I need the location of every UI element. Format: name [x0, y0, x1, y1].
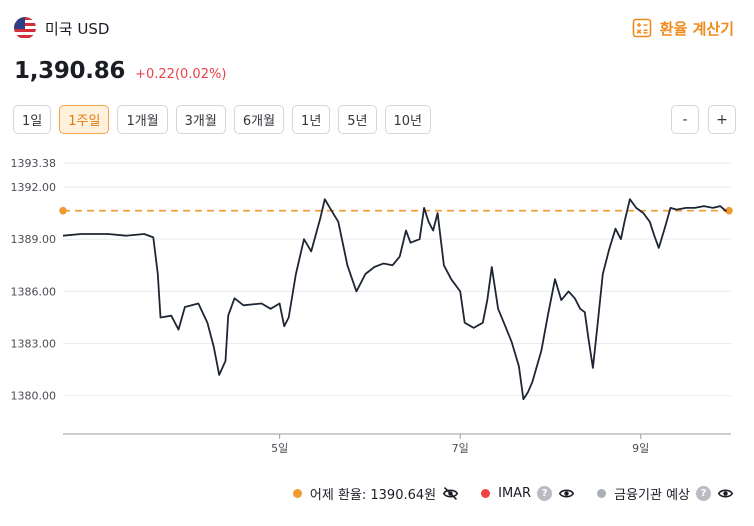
help-circle-icon[interactable]: ?: [696, 486, 711, 501]
period-button[interactable]: 5년: [338, 105, 377, 134]
legend-forecast: 금융기관 예상 ?: [597, 484, 734, 503]
header: 미국 USD 환율 계산기: [14, 14, 734, 42]
y-tick-label: 1392.00: [11, 181, 57, 194]
zoom-in-button[interactable]: +: [708, 105, 736, 134]
exchange-rate-chart[interactable]: 1380.00 1383.00 1386.00 1389.00 1392.00 1393.…: [0, 150, 754, 460]
period-button[interactable]: 1일: [13, 105, 52, 134]
period-button[interactable]: 1주일: [59, 105, 110, 134]
period-selector: 1일 1주일 1개월 3개월 6개월 1년 5년 10년: [13, 105, 439, 134]
legend-forecast-label: 금융기관 예상: [614, 488, 690, 503]
currency-name: 미국 USD: [45, 19, 110, 38]
legend-imar-label: IMAR: [498, 486, 532, 501]
usd-krw-series-line: [62, 198, 728, 401]
help-circle-icon[interactable]: ?: [537, 486, 553, 501]
legend-prev-close: 어제 환율: 1390.64원: [292, 484, 459, 503]
x-tick-label: 7일: [452, 441, 469, 455]
period-button[interactable]: 1개월: [117, 105, 168, 134]
zoom-controls: - +: [662, 105, 736, 134]
eye-icon[interactable]: [558, 485, 575, 502]
y-tick-label: 1386.00: [11, 285, 57, 298]
x-tick-label: 5일: [271, 441, 288, 455]
prev-close-marker: [59, 206, 67, 215]
x-tick-label: 9일: [632, 441, 649, 455]
legend-prev-close-label: 어제 환율: 1390.64원: [309, 488, 437, 503]
forecast-dot: [597, 489, 607, 498]
y-tick-label: 1389.00: [11, 233, 57, 246]
eye-off-icon[interactable]: [442, 485, 459, 502]
prev-close-marker: [725, 206, 733, 215]
y-tick-label: 1393.38: [11, 157, 57, 170]
period-button[interactable]: 3개월: [175, 105, 226, 134]
period-button[interactable]: 6개월: [233, 105, 285, 134]
chart-legend: 어제 환율: 1390.64원 IMAR ? 금융기관 예상 ?: [271, 484, 734, 503]
quote-row: 1,390.86 +0.22(0.02%): [14, 58, 226, 84]
calculator-icon: [632, 18, 652, 38]
us-flag-icon: [14, 17, 36, 39]
zoom-out-button[interactable]: -: [671, 105, 699, 134]
price-change: +0.22(0.02%): [135, 67, 227, 82]
exchange-calculator-label: 환율 계산기: [659, 19, 734, 38]
legend-imar: IMAR ?: [481, 485, 575, 502]
exchange-calculator-button[interactable]: 환율 계산기: [632, 18, 734, 39]
prev-close-dot: [292, 489, 302, 498]
eye-icon[interactable]: [717, 485, 734, 502]
current-price: 1,390.86: [14, 58, 126, 84]
y-tick-label: 1380.00: [11, 390, 57, 403]
y-tick-label: 1383.00: [11, 338, 57, 351]
period-button[interactable]: 10년: [384, 105, 432, 134]
imar-dot: [481, 489, 491, 498]
period-button[interactable]: 1년: [292, 105, 331, 134]
